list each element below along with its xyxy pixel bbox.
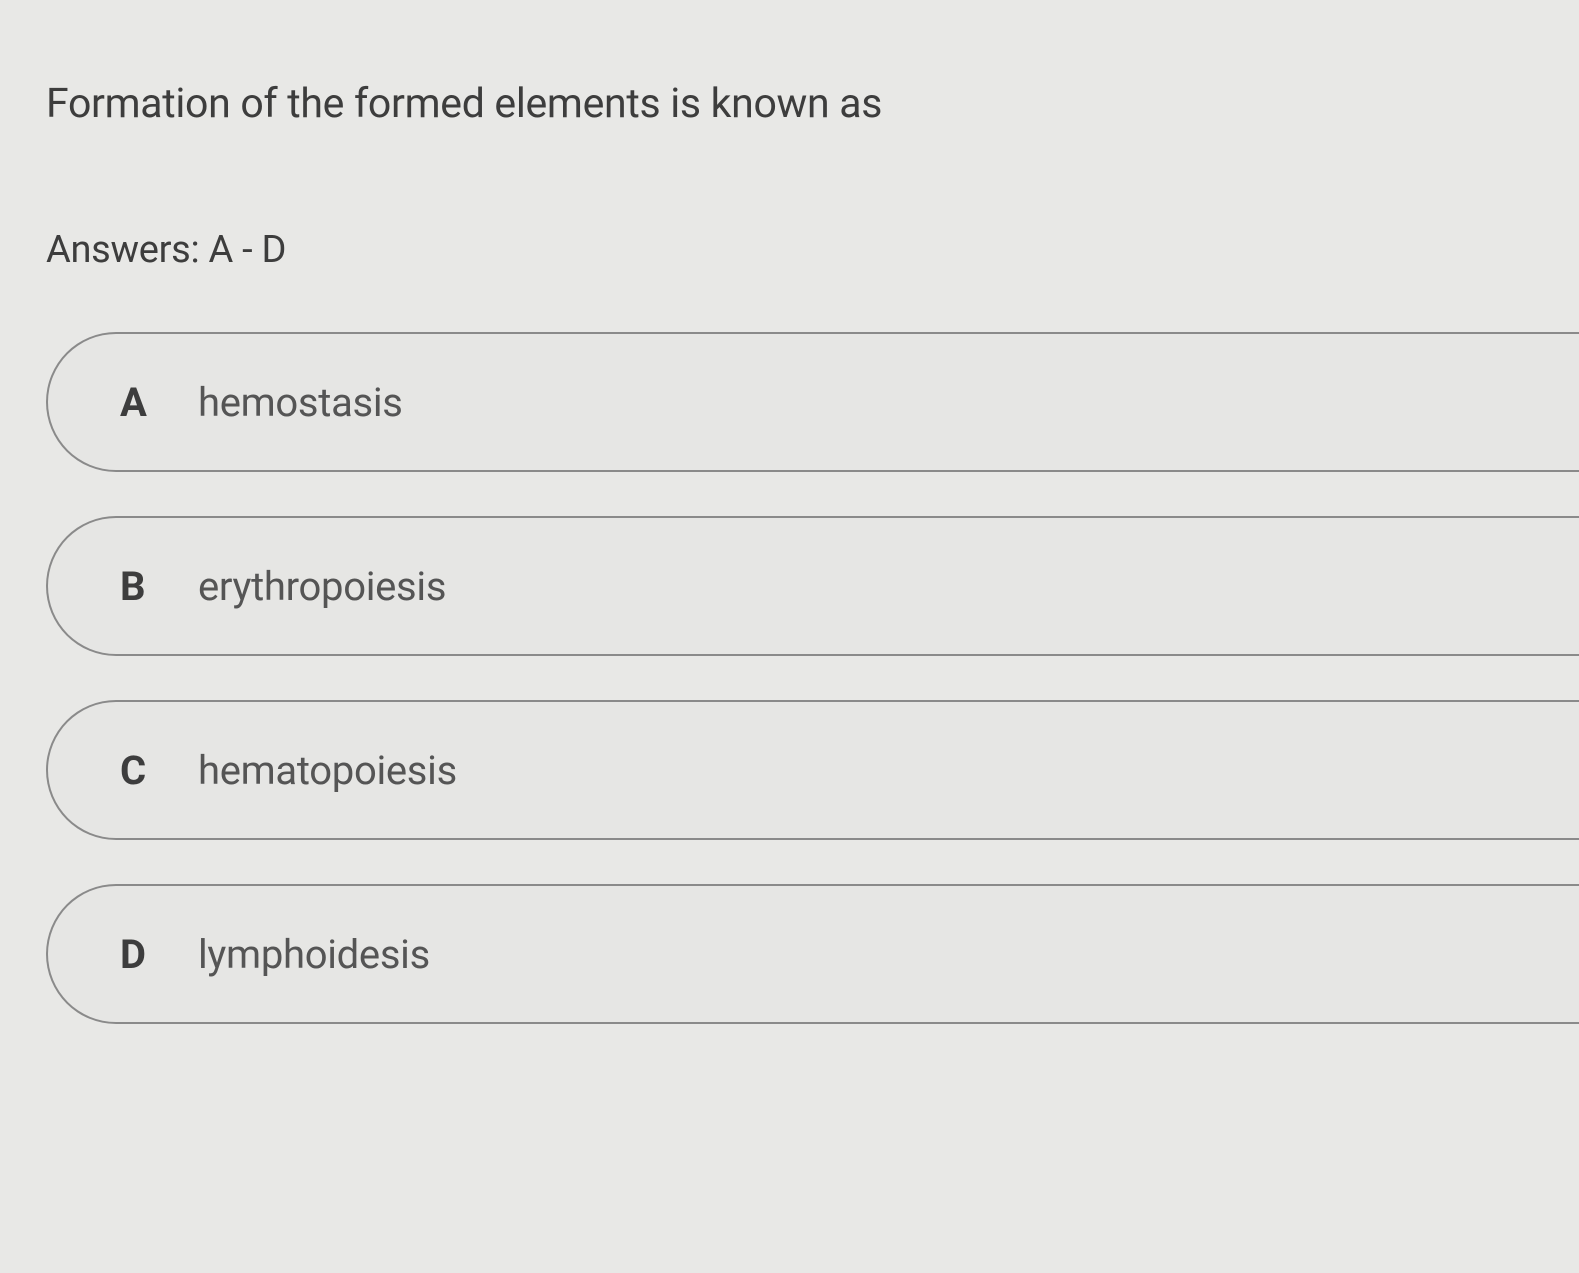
option-letter: A: [120, 379, 158, 426]
option-text: erythropoiesis: [198, 563, 446, 610]
option-letter: B: [120, 563, 158, 610]
option-text: hematopoiesis: [198, 747, 457, 794]
option-text: hemostasis: [198, 379, 403, 426]
option-c[interactable]: C hematopoiesis: [46, 700, 1579, 840]
option-letter: D: [120, 931, 158, 978]
option-letter: C: [120, 747, 158, 794]
option-a[interactable]: A hemostasis: [46, 332, 1579, 472]
options-list: A hemostasis B erythropoiesis C hematopo…: [46, 332, 1579, 1024]
quiz-container: Formation of the formed elements is know…: [0, 0, 1579, 1024]
answers-range-label: Answers: A - D: [46, 228, 1579, 272]
option-d[interactable]: D lymphoidesis: [46, 884, 1579, 1024]
option-text: lymphoidesis: [198, 931, 430, 978]
question-text: Formation of the formed elements is know…: [46, 80, 1579, 128]
option-b[interactable]: B erythropoiesis: [46, 516, 1579, 656]
